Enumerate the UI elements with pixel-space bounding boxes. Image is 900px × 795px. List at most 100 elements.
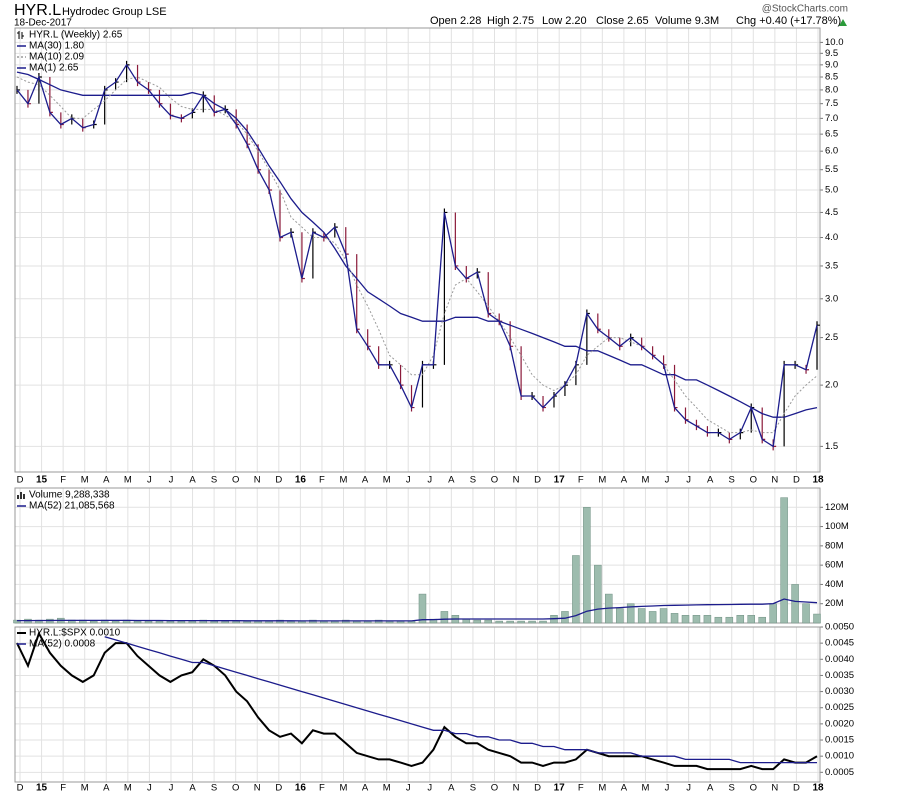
volume-bar (594, 564, 602, 624)
x-tick-label: M (81, 475, 89, 486)
volume-bar (495, 620, 503, 624)
volume-bar (637, 608, 646, 624)
volume-bar (484, 619, 492, 624)
volume-bar (462, 618, 471, 624)
quote-item: Chg +0.40 (+17.78%) (736, 15, 841, 27)
x-tick-label: A (362, 475, 369, 486)
y-tick-label: 9.0 (825, 59, 838, 70)
volume-bar (670, 613, 679, 624)
x-tick-label: A (103, 783, 110, 794)
x-tick-label: D (534, 475, 541, 486)
x-tick-label: A (189, 783, 196, 794)
x-tick-label: M (124, 783, 132, 794)
quote-item: Open 2.28 (430, 15, 481, 27)
y-tick-label: 0.0035 (825, 670, 854, 681)
x-tick-label: 16 (295, 783, 307, 794)
volume-bar (583, 507, 591, 624)
volume-bar (725, 616, 734, 624)
x-tick-label: M (340, 783, 348, 794)
y-tick-label: 2.5 (825, 332, 838, 343)
y-tick-label: 0.0020 (825, 718, 854, 729)
volume-bar (648, 611, 657, 624)
x-tick-label: N (254, 783, 261, 794)
y-tick-label: 9.5 (825, 48, 838, 59)
x-tick-label: J (686, 783, 691, 794)
y-tick-label: 2.0 (825, 380, 838, 391)
y-tick-label: 0.0040 (825, 654, 854, 665)
x-tick-label: O (232, 475, 239, 486)
x-tick-label: A (621, 783, 628, 794)
x-tick-label: J (147, 475, 152, 486)
quote-item: Volume 9.3M (655, 15, 719, 27)
x-tick-label: A (621, 475, 628, 486)
y-tick-label: 60M (825, 560, 844, 571)
x-tick-label: N (771, 783, 778, 794)
x-tick-label: J (665, 475, 670, 486)
volume-bar (802, 603, 810, 624)
y-tick-label: 100M (825, 521, 849, 532)
x-tick-label: 17 (554, 783, 566, 794)
x-tick-label: O (491, 475, 498, 486)
volume-bar (539, 620, 547, 624)
y-tick-label: 0.0005 (825, 767, 854, 778)
x-tick-label: O (491, 783, 498, 794)
quote-item: High 2.75 (487, 15, 534, 27)
y-tick-label: 0.0025 (825, 702, 854, 713)
volume-bar (473, 619, 482, 624)
x-tick-label: J (406, 475, 411, 486)
volume-bar (769, 603, 777, 624)
x-tick-label: M (598, 783, 606, 794)
x-tick-label: S (729, 475, 735, 486)
volume-bar (736, 615, 745, 624)
volume-bar (791, 584, 799, 624)
x-tick-label: 18 (812, 783, 824, 794)
x-tick-label: A (707, 783, 714, 794)
x-tick-label: D (17, 783, 24, 794)
x-tick-label: M (81, 783, 89, 794)
x-tick-label: M (383, 783, 391, 794)
x-tick-label: M (641, 475, 649, 486)
series-line (104, 636, 817, 764)
volume-bar (747, 615, 755, 624)
x-tick-label: D (17, 475, 24, 486)
volume-bar (111, 620, 120, 624)
x-tick-label: F (578, 783, 584, 794)
volume-bar (374, 619, 383, 624)
y-tick-label: 8.5 (825, 72, 838, 83)
x-tick-label: A (189, 475, 196, 486)
y-tick-label: 3.0 (825, 293, 838, 304)
y-tick-label: 8.0 (825, 84, 838, 95)
y-tick-label: 80M (825, 540, 844, 551)
x-tick-label: S (470, 783, 476, 794)
x-tick-label: J (427, 475, 432, 486)
x-tick-label: D (793, 475, 800, 486)
x-tick-label: M (124, 475, 132, 486)
volume-bar (418, 593, 427, 624)
series-line (16, 63, 818, 448)
y-tick-label: 120M (825, 502, 849, 513)
x-tick-label: O (232, 783, 239, 794)
volume-bar (517, 620, 525, 624)
x-tick-label: F (319, 475, 325, 486)
quote-item: Low 2.20 (542, 15, 587, 27)
volume-bar (144, 620, 153, 624)
watermark: @StockCharts.com (762, 4, 848, 15)
series-line (16, 76, 818, 434)
legend-icon (17, 492, 25, 499)
volume-bar (780, 497, 788, 624)
x-tick-label: A (362, 783, 369, 794)
volume-bar (133, 620, 142, 624)
y-tick-label: 4.5 (825, 207, 838, 218)
y-tick-label: 6.0 (825, 146, 838, 157)
legend-label: MA(52) 21,085,568 (29, 501, 115, 512)
panel-frame (14, 626, 821, 783)
volume-bar (166, 620, 175, 624)
x-tick-label: S (211, 475, 217, 486)
x-tick-label: J (406, 783, 411, 794)
x-tick-label: N (771, 475, 778, 486)
volume-bar (615, 608, 624, 624)
x-tick-label: M (598, 475, 606, 486)
